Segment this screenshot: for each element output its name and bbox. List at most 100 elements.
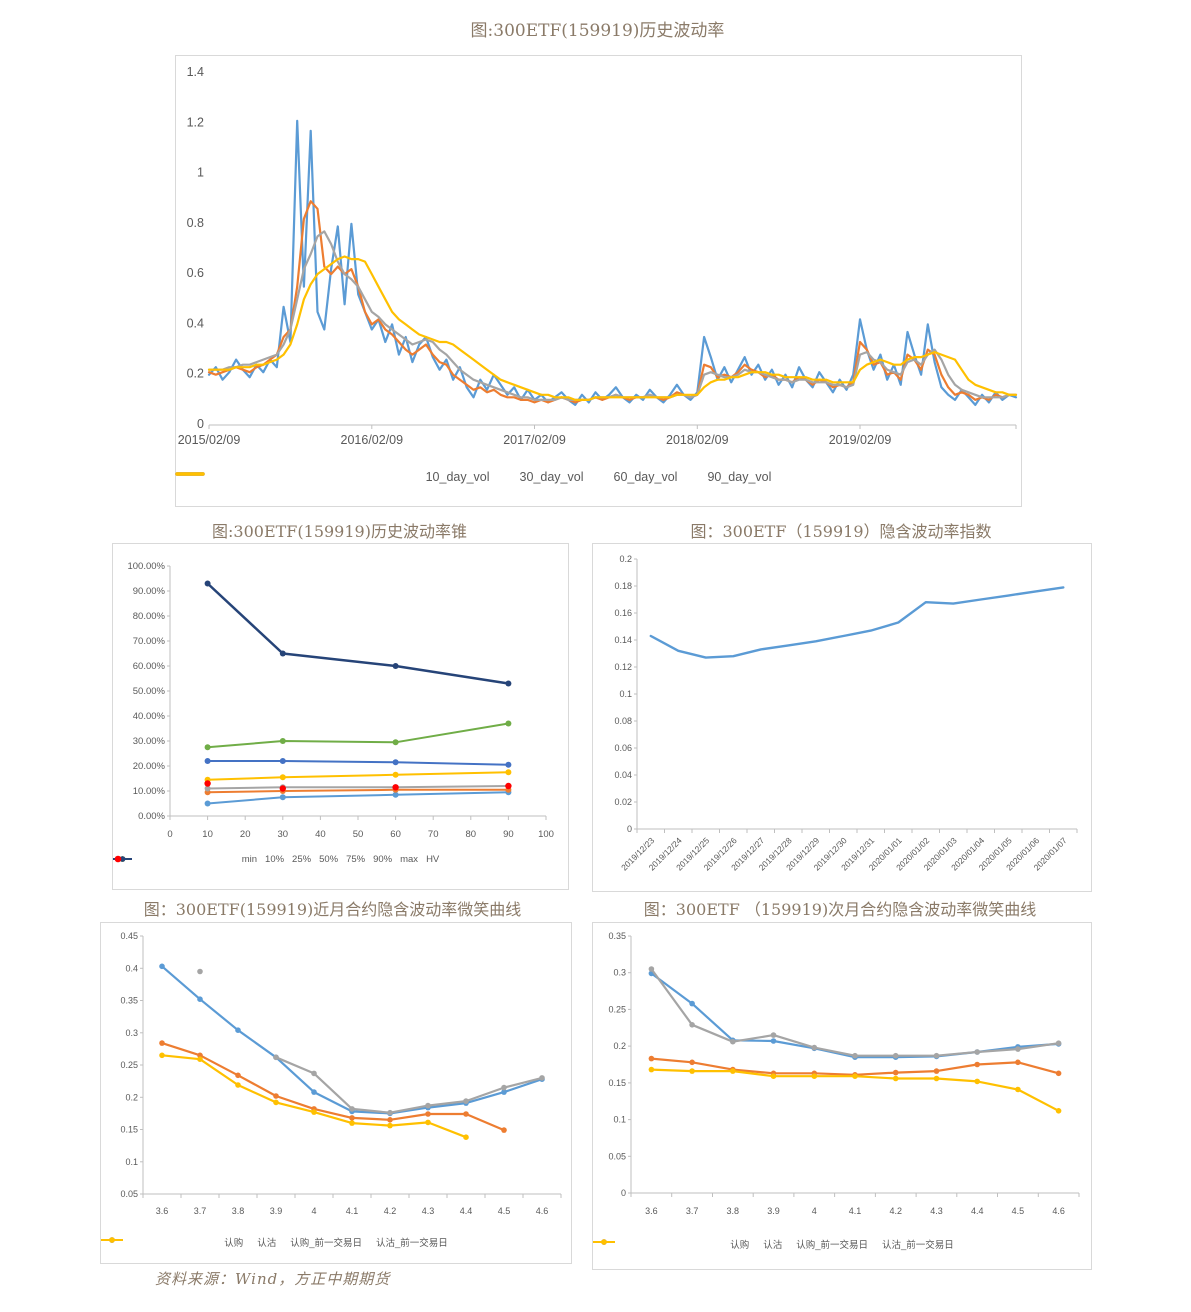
legend-item: max xyxy=(113,854,419,865)
x-tick-label: 40 xyxy=(315,829,326,840)
legend-label: 10% xyxy=(265,854,285,865)
data-point-marker xyxy=(235,1027,241,1033)
y-tick-label: 100.00% xyxy=(127,561,165,572)
data-point-marker xyxy=(974,1078,980,1085)
y-tick-label: 0.3 xyxy=(613,968,626,978)
legend-label: HV xyxy=(426,854,440,865)
legend-label: 60_day_vol xyxy=(613,470,678,484)
y-tick-label: 60.00% xyxy=(133,661,166,672)
data-point-marker xyxy=(505,720,512,727)
data-point-marker xyxy=(273,1054,279,1061)
near-smile-chart: 0.45 0.4 0.35 0.3 0.25 0.2 0.15 0.1 0.05 3.6 3.7 3.… xyxy=(100,922,572,1264)
data-point-marker xyxy=(505,769,512,776)
x-tick-label: 3.8 xyxy=(232,1206,245,1216)
x-tick-label: 4.5 xyxy=(498,1206,511,1216)
series-认购_前一交易日 xyxy=(274,1056,544,1114)
data-point-marker xyxy=(501,1127,507,1133)
y-tick-label: 0.4 xyxy=(187,316,204,330)
y-tick-label: 20.00% xyxy=(133,761,166,772)
y-tick-label: 0.15 xyxy=(120,1125,138,1135)
series-认沽_前一交易日 xyxy=(160,1054,468,1139)
x-tick-label: 10 xyxy=(202,829,213,840)
x-tick-label: 3.9 xyxy=(270,1206,283,1216)
y-tick-label: 0.00% xyxy=(138,811,165,822)
data-point-marker xyxy=(311,1070,317,1077)
legend-item: 25% xyxy=(113,854,312,865)
data-point-marker xyxy=(392,771,399,778)
x-tick-label: 100 xyxy=(538,829,554,840)
data-point-marker xyxy=(892,1052,899,1059)
data-point-marker xyxy=(204,744,211,751)
y-tick-label: 70.00% xyxy=(133,636,166,647)
legend-item: 75% xyxy=(113,854,366,865)
legend-label: 50% xyxy=(319,854,339,865)
data-point-marker xyxy=(770,1032,777,1038)
data-point-marker xyxy=(387,1109,393,1116)
legend-label: 90_day_vol xyxy=(707,470,772,484)
x-tick-label: 30 xyxy=(278,829,289,840)
data-point-marker xyxy=(852,1073,858,1079)
data-point-marker xyxy=(387,1117,393,1123)
data-point-marker xyxy=(933,1075,940,1082)
data-point-marker xyxy=(505,680,512,687)
legend-label: 10_day_vol xyxy=(425,470,490,484)
y-tick-label: 0.12 xyxy=(614,662,632,672)
y-tick-label: 0.25 xyxy=(120,1060,138,1070)
data-point-marker xyxy=(463,1098,469,1104)
legend-item: 认沽_前一交易日 xyxy=(593,1237,954,1251)
data-point-marker xyxy=(505,782,512,790)
data-point-marker xyxy=(159,963,165,970)
data-point-marker xyxy=(811,1044,818,1051)
legend-label: 25% xyxy=(292,854,312,865)
data-point-marker xyxy=(892,1069,899,1076)
x-tick-label: 4 xyxy=(812,1206,817,1216)
data-point-marker xyxy=(311,1109,317,1115)
legend-label: 90% xyxy=(373,854,393,865)
data-point-marker xyxy=(1055,1040,1062,1046)
legend-label: 75% xyxy=(346,854,366,865)
y-tick-label: 0.05 xyxy=(608,1151,626,1161)
legend-item: 认购_前一交易日 xyxy=(593,1237,868,1251)
y-tick-label: 0 xyxy=(197,417,204,431)
hist-vol-legend: 10_day_vol 30_day_vol 60_day_vol 90_day_vol xyxy=(175,470,1021,484)
next-smile-legend: 认购 认沽 认购_前一交易日 认沽_前一交易日 xyxy=(593,1237,1091,1251)
data-point-marker xyxy=(892,1075,899,1082)
x-tick-label: 3.6 xyxy=(156,1206,169,1216)
legend-label: max xyxy=(400,854,419,865)
legend-item: HV xyxy=(114,854,440,865)
legend-item: 认沽_前一交易日 xyxy=(101,1235,448,1249)
y-tick-label: 0.45 xyxy=(120,931,138,941)
data-point-marker xyxy=(770,1038,777,1044)
legend-line-dot-marker xyxy=(101,1237,123,1243)
vol-cone-title: 图:300ETF(159919)历史波动率锥 xyxy=(212,522,467,541)
series-90_day_vol xyxy=(207,255,1018,401)
data-point-marker xyxy=(392,739,399,746)
next-smile-chart: 0.35 0.3 0.25 0.2 0.15 0.1 0.05 0 3.6 3.7 3.8 3.9 4 4… xyxy=(592,922,1092,1270)
data-point-marker xyxy=(392,663,399,669)
legend-line-dot-marker xyxy=(593,1239,615,1245)
x-tick-label: 50 xyxy=(353,829,364,840)
y-tick-label: 0.2 xyxy=(619,554,632,564)
data-point-marker xyxy=(425,1111,431,1117)
iv-index-title: 图：300ETF（159919）隐含波动率指数 xyxy=(690,522,992,541)
legend-item: 90_day_vol xyxy=(175,470,772,484)
data-point-marker xyxy=(770,1073,777,1079)
x-tick-label: 60 xyxy=(390,829,401,840)
x-tick-label: 3.9 xyxy=(767,1206,780,1216)
y-tick-label: 0.1 xyxy=(619,689,632,699)
legend-item: 认购_前一交易日 xyxy=(101,1235,362,1249)
data-point-marker xyxy=(311,1089,317,1095)
legend-item: min xyxy=(113,854,257,865)
data-point-marker xyxy=(505,761,512,768)
data-point-marker xyxy=(501,1084,507,1091)
x-tick-label: 20 xyxy=(240,829,251,840)
data-point-marker xyxy=(933,1052,940,1059)
y-tick-label: 0.3 xyxy=(125,1028,138,1038)
hist-vol-plot: 1.4 1.2 1 0.8 0.6 0.4 0.2 0 2015/02/09 2016/02/09… xyxy=(178,65,1018,447)
data-point-marker xyxy=(852,1052,858,1059)
y-tick-label: 1.4 xyxy=(187,65,204,79)
x-tick-label: 4.1 xyxy=(346,1206,359,1216)
x-tick-label: 70 xyxy=(428,829,439,840)
y-tick-label: 0.35 xyxy=(120,996,138,1006)
